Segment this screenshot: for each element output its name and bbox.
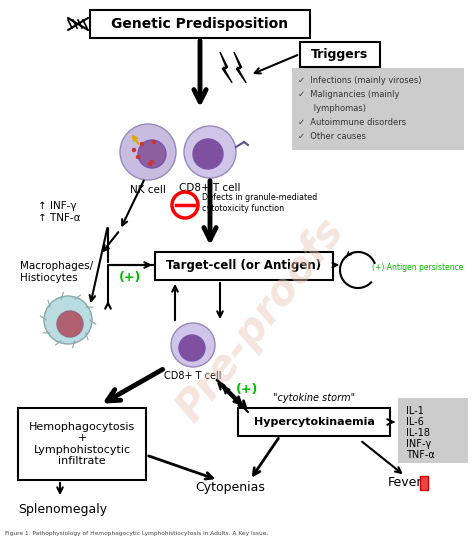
Text: Fever: Fever <box>388 475 422 488</box>
Text: Figure 1. Pathophysiology of Hemophagocytic Lymphohistiocytosis in Adults. A Key: Figure 1. Pathophysiology of Hemophagocy… <box>5 532 268 537</box>
Text: ✓  Autoimmune disorders: ✓ Autoimmune disorders <box>298 118 406 127</box>
Circle shape <box>44 296 92 344</box>
Text: Defects in granule-mediated
cytotoxicity function: Defects in granule-mediated cytotoxicity… <box>202 193 317 212</box>
Text: Target-cell (or Antigen): Target-cell (or Antigen) <box>166 260 321 273</box>
Text: (+) Antigen persistence: (+) Antigen persistence <box>372 263 464 273</box>
Text: IL-6: IL-6 <box>406 417 424 427</box>
Text: ✓  Other causes: ✓ Other causes <box>298 132 366 141</box>
Text: lymphomas): lymphomas) <box>298 104 366 113</box>
Text: Hypercytokinaemia: Hypercytokinaemia <box>254 417 374 427</box>
Circle shape <box>171 323 215 367</box>
Bar <box>18 408 146 480</box>
Polygon shape <box>234 52 246 83</box>
Text: Triggers: Triggers <box>311 48 369 61</box>
Circle shape <box>57 311 83 337</box>
Text: Splenomegaly: Splenomegaly <box>18 504 107 517</box>
Bar <box>238 408 390 436</box>
Text: ✓  Malignancies (mainly: ✓ Malignancies (mainly <box>298 90 400 99</box>
Text: Genetic Predisposition: Genetic Predisposition <box>111 17 289 31</box>
Text: ✓  Infections (mainly viroses): ✓ Infections (mainly viroses) <box>298 76 421 85</box>
Bar <box>420 476 428 490</box>
Circle shape <box>172 192 198 218</box>
Text: CD8+ T cell: CD8+ T cell <box>164 371 222 381</box>
Bar <box>300 42 380 67</box>
Circle shape <box>152 140 156 144</box>
Circle shape <box>179 335 205 361</box>
Text: ↑ INF-γ
↑ TNF-α: ↑ INF-γ ↑ TNF-α <box>38 201 81 223</box>
Circle shape <box>193 139 223 169</box>
Text: Macrophages/
Histiocytes: Macrophages/ Histiocytes <box>20 261 93 283</box>
Bar <box>90 10 310 38</box>
Bar <box>398 398 468 463</box>
Text: NK cell: NK cell <box>130 185 166 195</box>
Bar <box>292 68 464 150</box>
Circle shape <box>148 162 152 166</box>
Text: (+): (+) <box>119 272 141 285</box>
Circle shape <box>138 140 166 168</box>
Text: Hemophagocytosis
+
Lymphohistocytic
infiltrate: Hemophagocytosis + Lymphohistocytic infi… <box>29 422 135 467</box>
Text: TNF-α: TNF-α <box>406 450 435 460</box>
Polygon shape <box>220 52 232 83</box>
Text: "cytokine storm": "cytokine storm" <box>273 393 355 403</box>
Circle shape <box>120 124 176 180</box>
Bar <box>155 252 333 280</box>
Text: IL-1: IL-1 <box>406 406 424 416</box>
Text: INF-γ: INF-γ <box>406 439 431 449</box>
Circle shape <box>184 126 236 178</box>
Text: CD8+ T cell: CD8+ T cell <box>179 183 241 193</box>
Circle shape <box>132 148 136 152</box>
Text: (+): (+) <box>236 384 258 397</box>
Text: IL-18: IL-18 <box>406 428 430 438</box>
Circle shape <box>136 155 140 159</box>
Circle shape <box>140 142 144 146</box>
Circle shape <box>150 160 154 164</box>
Text: Cytopenias: Cytopenias <box>195 481 265 494</box>
Text: Pre-proofs: Pre-proofs <box>168 210 352 430</box>
